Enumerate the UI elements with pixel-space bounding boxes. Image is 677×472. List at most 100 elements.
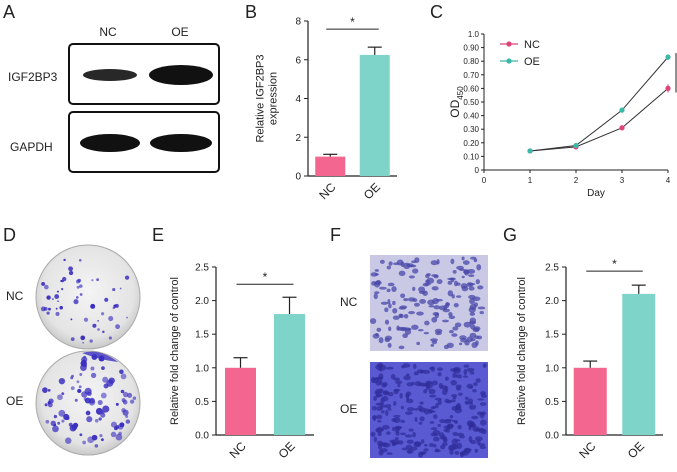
y-axis-label: Relative IGF2BP3expression [255,54,280,142]
migrated-cell [385,409,389,416]
migrated-cell [467,398,474,404]
migrated-cell [378,449,384,456]
bar-nc [225,367,256,435]
y-tick-label: 2.5 [195,263,209,274]
migrated-cell [378,337,384,344]
migrated-cell [420,382,427,387]
migrated-cell [476,264,482,271]
colony-dot [70,318,73,321]
colony-dot [115,324,120,330]
colony-dot [126,316,128,319]
data-point-oe [573,142,579,149]
colony-dot [91,434,98,441]
migrated-cell [412,298,418,303]
colony-dot [119,287,122,290]
migrated-cell [402,363,411,368]
migrated-cell [477,398,484,401]
migrated-cell [398,270,406,276]
colony-dot [119,422,125,428]
migrated-cell [423,389,428,394]
colony-dot [85,410,91,416]
migrated-cell [395,380,403,385]
y-tick-label: 2 [295,133,301,144]
x-category-label: OE [361,180,383,202]
y-tick-label: 2.0 [195,296,209,307]
migrated-cell [398,313,403,318]
colony-dot [41,281,46,286]
colony-dot [80,335,86,341]
blot-protein-igf2bp3: IGF2BP3 [8,70,58,84]
panel-label-f: F [330,225,341,245]
bar-oe [359,54,390,176]
chart-c-line: 0 0.10 0.20 0.30 0.40 0.50 0.60 0.70 0.80 0.90 1.0… [448,30,677,199]
migrated-cell [406,407,415,412]
migrated-cell [432,298,439,305]
migrated-cell [419,452,426,456]
blot-box-igf2bp3 [68,43,220,105]
migrated-cell [430,343,435,347]
colony-dot [63,258,66,262]
migrated-cell [464,400,469,405]
migration-panel: NC OE [340,255,488,458]
migrated-cell [431,274,439,277]
migrated-cell [373,436,378,443]
migrated-cell [443,304,448,311]
blot-band-igf2bp3-nc [83,69,137,81]
migrated-cell [418,407,427,413]
migrated-cell [406,328,412,331]
migrated-cell [394,426,402,431]
y-tick-label: 1.0 [468,30,480,39]
colony-dot [54,294,60,299]
data-point-oe [619,107,625,113]
migrated-cell [453,302,459,308]
x-tick-label: 0 [482,176,487,185]
colony-dot [100,412,106,418]
migrated-cell [412,431,416,438]
migrated-cell [380,301,389,305]
migrated-cell [458,342,463,346]
panel-label-d: D [3,225,16,245]
migrated-cell [432,414,438,420]
migrated-cell [452,326,459,331]
migrated-cell [393,400,397,406]
migrated-cell [399,432,407,436]
colony-dot [47,388,51,392]
migrated-cell [468,404,477,410]
migrated-cell [384,307,389,313]
migrated-cell [466,367,475,372]
colony-dot [91,303,94,306]
migrated-cell [464,340,470,346]
significance-star: * [263,270,268,284]
migrated-cell [377,443,383,450]
colony-dot [82,341,84,344]
colony-dot [46,311,50,315]
y-tick-label: 1.0 [195,363,209,374]
migrated-cell [479,311,484,315]
panel-label-c: C [430,2,443,22]
colony-dot [75,296,79,299]
colony-dot [99,433,103,438]
colony-dot [124,275,130,280]
migrated-cell [462,260,470,266]
migrated-cell [400,261,405,268]
colony-dot [61,392,65,396]
colony-dot [83,317,89,322]
chart-b-bar: 0 2 4 6 8 NC OE * Relative IGF2BP3expression [255,15,397,202]
migrated-cell [431,316,438,323]
colony-dot [102,405,110,413]
migrated-cell [370,376,376,384]
x-axis-label: Day [587,188,605,199]
migrated-cell [387,408,392,411]
migrated-cell [438,382,443,389]
migrated-cell [386,452,393,455]
legend-marker-nc [506,41,512,47]
colony-dot [112,287,116,292]
migrated-cell [428,305,435,308]
colony-dot [60,280,63,282]
migrated-cell [405,411,413,415]
colony-dot [42,387,48,393]
migrated-cell [429,394,437,398]
colony-dot [95,407,103,415]
y-tick-label: 0 [475,166,480,175]
colony-panel: NC OE [6,244,141,456]
